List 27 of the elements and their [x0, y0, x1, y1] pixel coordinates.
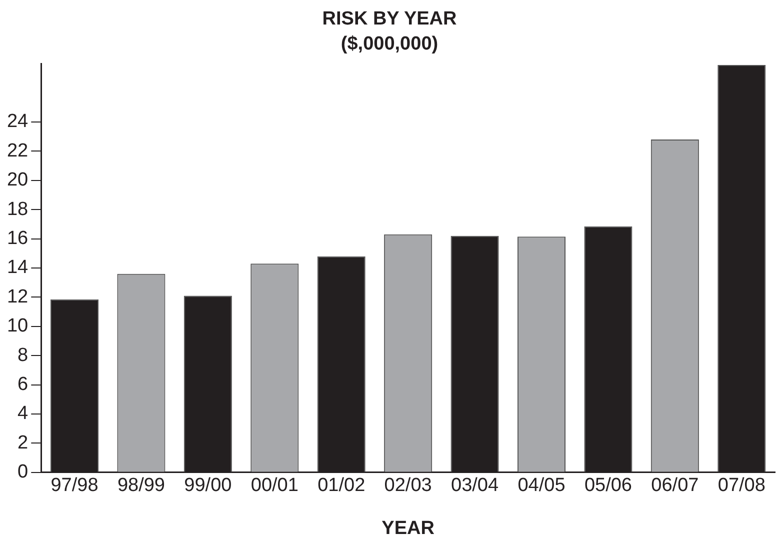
y-tick-label: 14	[6, 257, 29, 278]
x-tick-label: 04/05	[518, 475, 566, 496]
y-tick-label: 16	[6, 228, 28, 250]
x-tick-label: 07/08	[718, 475, 766, 496]
x-tick-label: 01/02	[318, 475, 366, 496]
x-tick-label: 02/03	[384, 475, 432, 496]
y-tick-label: 8	[18, 344, 28, 366]
x-tick-label: 05/06	[584, 475, 632, 496]
x-tick-label: 03/04	[451, 475, 499, 496]
x-tick-label: 98/99	[117, 475, 165, 496]
x-tick-label: 99/00	[184, 475, 232, 496]
x-axis-title: YEAR	[382, 518, 435, 539]
y-tick-label: 18	[6, 198, 28, 220]
x-tick-label: 97/98	[50, 475, 98, 496]
chart-title: RISK BY YEAR	[322, 8, 457, 30]
chart-subtitle: ($,000,000)	[340, 33, 438, 54]
y-tick-label: 22	[6, 140, 28, 162]
y-tick-label: 12	[6, 286, 28, 308]
y-tick-label: 20	[6, 170, 28, 191]
y-tick-label: 24	[6, 111, 29, 132]
y-tick-label: 2	[18, 432, 28, 454]
y-tick-label: 6	[18, 374, 28, 396]
y-tick-label: 0	[18, 462, 28, 483]
x-tick-label: 00/01	[250, 475, 298, 496]
y-tick-label: 10	[6, 316, 28, 337]
x-tick-label: 06/07	[651, 475, 699, 496]
y-tick-label: 4	[18, 403, 29, 424]
